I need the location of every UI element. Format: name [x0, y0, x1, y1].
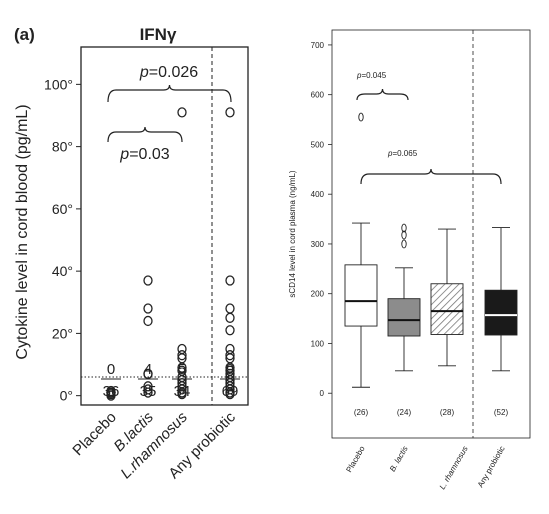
y-tick-label: 200 — [311, 290, 325, 299]
data-point — [106, 387, 116, 398]
data-point — [225, 275, 235, 286]
y-tick-label: 700 — [311, 41, 325, 50]
data-point — [225, 350, 235, 361]
count-denominator: 36 — [103, 383, 120, 400]
y-tick-label: 100° — [44, 76, 73, 92]
p-value-label: p=0.026 — [139, 64, 198, 81]
left-chart: (a) IFNγ Cytokine level in cord blood (p… — [14, 25, 249, 482]
right-chart: sCD14 level in cord plasma (ng/mL) 0 100 2… — [288, 29, 531, 491]
data-point — [143, 368, 153, 380]
count-numerator: 5 — [178, 361, 186, 378]
data-point — [225, 381, 235, 392]
outlier-point — [401, 239, 407, 249]
data-point — [177, 350, 187, 361]
outlier-point — [358, 112, 364, 122]
count-denominator: 69 — [222, 383, 239, 400]
data-point — [177, 384, 187, 395]
count-numerator: 9 — [226, 361, 234, 378]
p-value-label: p=0.065 — [387, 149, 418, 158]
y-axis-label-right: sCD14 level in cord plasma (ng/mL) — [288, 170, 297, 297]
x-tick-label: L. rhamnosus — [438, 445, 470, 491]
data-point — [143, 381, 153, 392]
box — [484, 289, 518, 336]
count-numerator: 4 — [144, 361, 152, 378]
data-point — [143, 315, 153, 327]
sample-size-label: (52) — [494, 408, 509, 417]
y-tick-label: 60° — [52, 201, 73, 217]
significance-brace — [107, 126, 183, 143]
y-tick-label: 400 — [311, 190, 325, 199]
box — [387, 298, 421, 337]
data-point — [177, 381, 187, 392]
data-point — [143, 384, 153, 395]
significance-brace — [107, 84, 232, 103]
y-tick-label: 0° — [60, 388, 73, 404]
y-tick-label: 20° — [52, 325, 73, 341]
plot-frame — [80, 46, 249, 406]
significance-brace — [356, 88, 409, 101]
data-point — [225, 384, 235, 395]
count-denominator: 34 — [174, 383, 191, 400]
x-tick-label: B. lactis — [388, 445, 410, 474]
p-value-label: p=0.03 — [119, 146, 169, 163]
data-point — [177, 388, 187, 400]
count-denominator: 35 — [140, 383, 157, 400]
y-tick-label: 500 — [311, 140, 325, 149]
panel-label: (a) — [14, 25, 35, 44]
count-numerator: 0 — [107, 361, 115, 378]
data-point — [177, 107, 187, 118]
data-point — [225, 325, 235, 336]
sample-size-label: (28) — [440, 408, 455, 417]
data-point — [225, 312, 235, 323]
x-tick-label: Any probiotic — [476, 445, 507, 490]
data-point — [225, 107, 235, 118]
sample-size-label: (24) — [397, 408, 412, 417]
outlier-point — [401, 230, 407, 240]
p-value-label: p=0.045 — [356, 71, 387, 80]
x-tick-label: Placebo — [344, 444, 367, 474]
y-tick-label: 600 — [311, 91, 325, 100]
chart-title: IFNγ — [140, 25, 177, 44]
sample-size-label: (26) — [354, 408, 369, 417]
outlier-point — [401, 223, 407, 233]
y-tick-label: 80° — [52, 139, 73, 155]
y-tick-label: 40° — [52, 263, 73, 279]
y-tick-label: 100 — [311, 339, 325, 348]
y-axis-label: Cytokine level in cord blood (pg/mL) — [14, 104, 31, 359]
significance-brace — [360, 168, 502, 185]
data-point — [225, 388, 235, 400]
data-point — [143, 303, 153, 314]
plot-frame-right — [331, 29, 531, 439]
data-point — [225, 303, 235, 314]
data-point — [106, 390, 116, 401]
data-point — [143, 387, 153, 398]
x-tick-label: Placebo — [69, 409, 119, 459]
data-point — [143, 275, 153, 286]
y-tick-label: 0 — [320, 389, 325, 398]
y-tick-label: 300 — [311, 240, 325, 249]
box — [344, 264, 378, 327]
box — [430, 283, 464, 335]
